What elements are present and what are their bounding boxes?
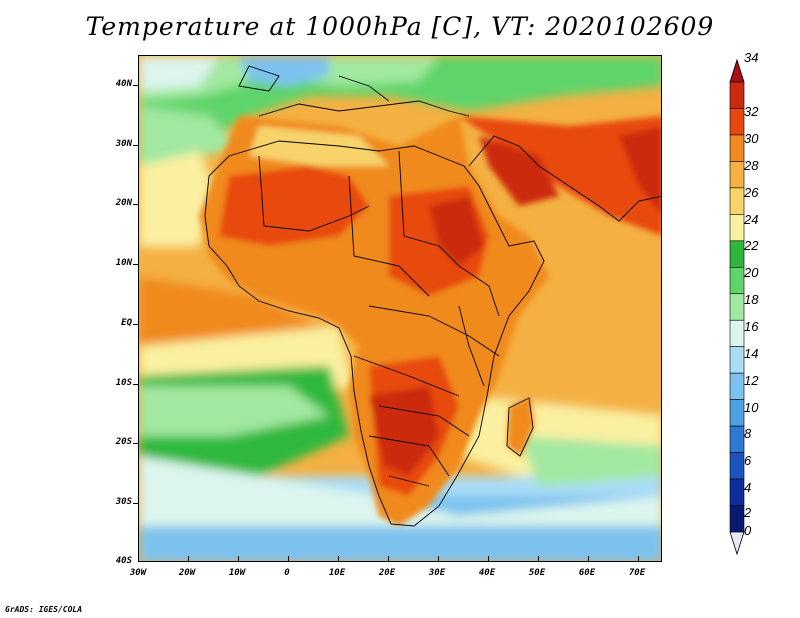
colorbar-min-triangle (729, 531, 745, 556)
colorbar-label-26: 26 (744, 185, 759, 200)
colorbar-label-20: 20 (744, 265, 759, 280)
lat-tick (133, 324, 139, 325)
lat-tick (133, 264, 139, 265)
colorbar-label-22: 22 (744, 238, 759, 253)
colorbar-label-6: 6 (744, 453, 752, 468)
colorbar-label-0: 0 (744, 523, 752, 538)
lat-label-20n: 20N (115, 198, 132, 208)
lon-label-10e: 10E (328, 568, 346, 578)
lat-tick (133, 85, 139, 86)
colorbar-step (729, 81, 745, 109)
colorbar-step (729, 452, 745, 480)
colorbar-label-14: 14 (744, 346, 759, 361)
temperature-field (139, 56, 661, 561)
lat-tick (133, 145, 139, 146)
colorbar-label-12: 12 (744, 373, 759, 388)
colorbar-label-28: 28 (744, 158, 759, 173)
colorbar-step (729, 478, 745, 506)
lat-label-40s: 40S (115, 556, 132, 566)
colorbar-step (729, 240, 745, 268)
lat-label-10n: 10N (115, 258, 132, 268)
lat-tick (133, 204, 139, 205)
lon-tick (338, 556, 339, 562)
colorbar-label-8: 8 (744, 426, 752, 441)
colorbar-step (729, 134, 745, 162)
colorbar (729, 58, 745, 556)
lon-tick (638, 556, 639, 562)
lon-tick (238, 556, 239, 562)
lon-label-60e: 60E (578, 568, 596, 578)
colorbar-label-4: 4 (744, 480, 752, 495)
lon-tick (488, 556, 489, 562)
colorbar-step (729, 346, 745, 374)
lat-label-10s: 10S (115, 378, 132, 388)
colorbar-label-24: 24 (744, 212, 759, 227)
colorbar-step (729, 505, 745, 533)
lon-label-70e: 70E (628, 568, 646, 578)
colorbar-step (729, 372, 745, 400)
colorbar-step (729, 214, 745, 242)
lat-tick (133, 503, 139, 504)
colorbar-label-34: 34 (744, 50, 759, 65)
colorbar-label-32: 32 (744, 104, 759, 119)
colorbar-step (729, 399, 745, 427)
lon-label-30w: 30W (129, 568, 147, 578)
credit-text: GrADS: IGES/COLA (5, 605, 83, 614)
colorbar-step (729, 187, 745, 215)
colorbar-label-10: 10 (744, 400, 759, 415)
lon-label-40e: 40E (478, 568, 496, 578)
colorbar-step (729, 108, 745, 136)
colorbar-label-2: 2 (744, 505, 752, 520)
colorbar-step (729, 319, 745, 348)
map-title: Temperature at 1000hPa [C], VT: 20201026… (85, 12, 715, 41)
lon-label-0: 0 (284, 568, 290, 578)
lon-tick (388, 556, 389, 562)
lon-label-20w: 20W (178, 568, 196, 578)
colorbar-step (729, 161, 745, 189)
lon-label-30e: 30E (428, 568, 446, 578)
lat-tick (133, 443, 139, 444)
lon-label-10w: 10W (228, 568, 246, 578)
colorbar-label-18: 18 (744, 292, 759, 307)
lon-label-20e: 20E (378, 568, 396, 578)
colorbar-step (729, 425, 745, 453)
lon-tick (188, 556, 189, 562)
colorbar-step (729, 293, 745, 321)
lon-tick (538, 556, 539, 562)
colorbar-step (729, 266, 745, 295)
lon-tick (288, 556, 289, 562)
lat-label-20s: 20S (115, 437, 132, 447)
colorbar-max-triangle (729, 58, 745, 83)
lat-label-eq: EQ (121, 318, 132, 328)
colorbar-label-30: 30 (744, 131, 759, 146)
lat-label-40n: 40N (115, 79, 132, 89)
lat-label-30n: 30N (115, 139, 132, 149)
lon-tick (438, 556, 439, 562)
lon-label-50e: 50E (528, 568, 546, 578)
temperature-map (138, 55, 662, 562)
colorbar-label-16: 16 (744, 319, 759, 334)
lon-tick (588, 556, 589, 562)
lat-tick (133, 384, 139, 385)
lat-label-30s: 30S (115, 497, 132, 507)
